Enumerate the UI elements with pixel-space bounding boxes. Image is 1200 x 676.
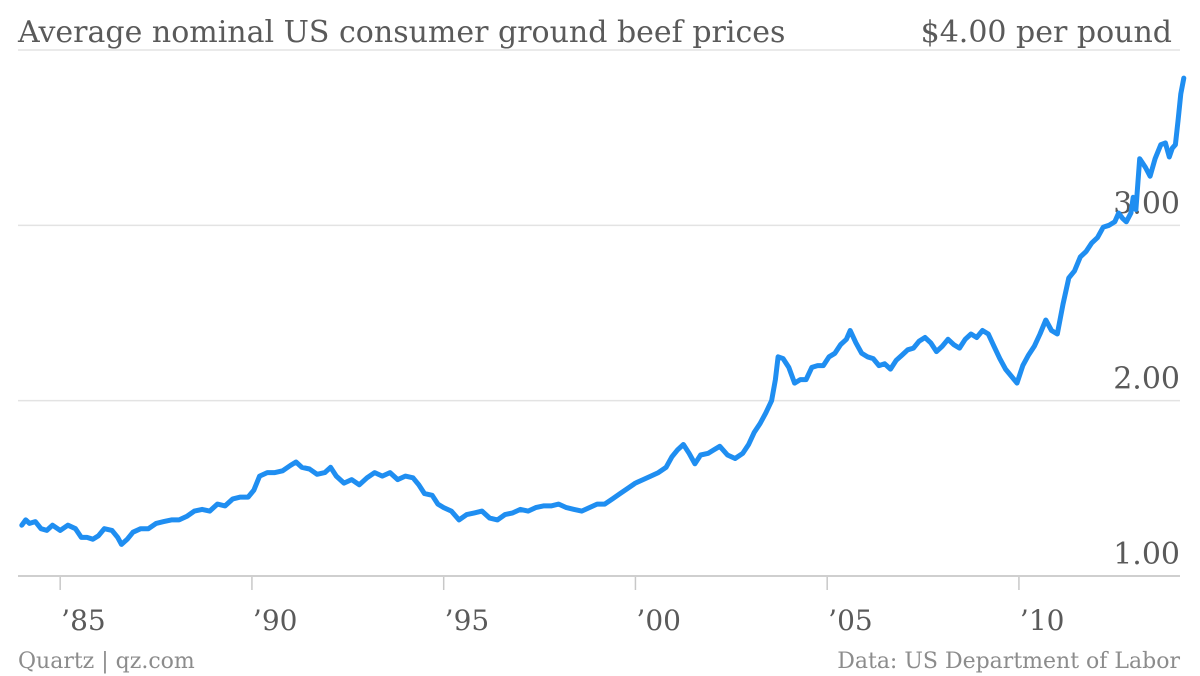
y-tick-label: 3.00 — [1113, 186, 1180, 221]
source-left: Quartz | qz.com — [18, 649, 195, 674]
y-unit-label: $4.00 per pound — [921, 15, 1172, 50]
x-tick-label: ’05 — [828, 604, 873, 637]
y-tick-label: 2.00 — [1113, 362, 1180, 397]
x-tick-label: ’00 — [636, 604, 681, 637]
x-tick-label: ’10 — [1020, 604, 1065, 637]
source-right: Data: US Department of Labor — [837, 649, 1180, 674]
x-tick-label: ’85 — [61, 604, 106, 637]
x-tick-label: ’90 — [253, 604, 298, 637]
grid — [18, 49, 1180, 577]
series-line — [19, 75, 1187, 547]
y-axis: 1.00 2.00 3.00 — [1113, 186, 1180, 572]
chart-title: Average nominal US consumer ground beef … — [17, 15, 785, 50]
y-tick-label: 1.00 — [1113, 537, 1180, 572]
x-axis: ’85 ’90 ’95 ’00 ’05 ’10 — [59, 577, 1065, 637]
x-tick-label: ’95 — [445, 604, 490, 637]
